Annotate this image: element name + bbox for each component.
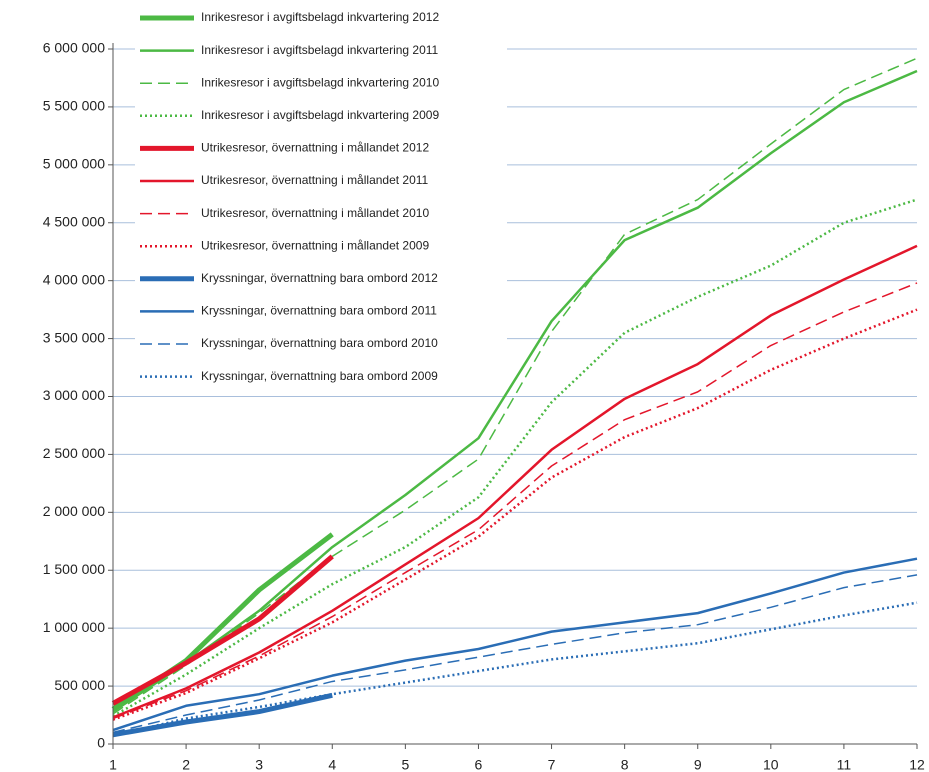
- series-line: [112, 198, 918, 718]
- x-tick-label: 10: [763, 757, 779, 772]
- series-line: [112, 57, 918, 715]
- legend-label: Kryssningar, övernattning bara ombord 20…: [201, 304, 437, 318]
- series-line: [112, 69, 918, 713]
- x-tick-label: 12: [909, 757, 925, 772]
- x-tick-label: 5: [401, 757, 409, 772]
- y-tick-label: 0: [97, 735, 105, 751]
- x-tick-label: 8: [621, 757, 629, 772]
- legend-label: Kryssningar, övernattning bara ombord 20…: [201, 336, 438, 350]
- y-tick-label: 5 500 000: [43, 98, 105, 114]
- y-tick-label: 1 000 000: [43, 619, 105, 635]
- series-line: [112, 692, 333, 738]
- x-tick-label: 3: [255, 757, 263, 772]
- series-line: [112, 601, 918, 738]
- y-tick-label: 3 500 000: [43, 329, 105, 345]
- legend-label: Inrikesresor i avgiftsbelagd inkvarterin…: [201, 75, 439, 89]
- legend-label: Inrikesresor i avgiftsbelagd inkvarterin…: [201, 43, 439, 57]
- axes: 0 500 000 1 000 000 1 500 000 2 000 000 2 500…: [43, 40, 925, 772]
- series-line: [112, 308, 918, 721]
- x-tick-label: 9: [694, 757, 702, 772]
- x-tick-label: 11: [837, 757, 852, 772]
- legend-label: Kryssningar, övernattning bara ombord 20…: [201, 369, 438, 383]
- y-tick-label: 4 000 000: [43, 271, 105, 287]
- legend-background: [135, 4, 507, 388]
- legend-label: Utrikesresor, övernattning i mållandet 2…: [201, 173, 429, 187]
- series-line: [112, 574, 918, 734]
- y-tick-label: 500 000: [54, 677, 105, 693]
- legend-label: Kryssningar, övernattning bara ombord 20…: [201, 271, 438, 285]
- y-tick-label: 3 000 000: [43, 387, 105, 403]
- y-tick-label: 2 500 000: [43, 445, 105, 461]
- y-tick-label: 5 000 000: [43, 156, 105, 172]
- series-line: [112, 557, 918, 732]
- legend-label: Utrikesresor, övernattning i mållandet 2…: [201, 238, 429, 252]
- legend: Inrikesresor i avgiftsbelagd inkvarterin…: [135, 4, 507, 388]
- y-tick-label: 2 000 000: [43, 503, 105, 519]
- y-tick-label: 1 500 000: [43, 561, 105, 577]
- legend-label: Utrikesresor, övernattning i mållandet 2…: [201, 206, 429, 220]
- series-line: [112, 244, 918, 719]
- legend-label: Inrikesresor i avgiftsbelagd inkvarterin…: [201, 108, 439, 122]
- x-tick-label: 6: [475, 757, 483, 772]
- legend-label: Utrikesresor, övernattning i mållandet 2…: [201, 141, 429, 155]
- lines: [111, 57, 918, 738]
- y-tick-label: 4 500 000: [43, 213, 105, 229]
- series-line: [111, 554, 334, 706]
- x-tick-label: 7: [548, 757, 556, 772]
- series-line: [112, 282, 918, 720]
- y-tick-label: 6 000 000: [43, 40, 105, 56]
- legend-label: Inrikesresor i avgiftsbelagd inkvarterin…: [201, 10, 439, 24]
- x-tick-label: 2: [182, 757, 190, 772]
- x-tick-label: 4: [328, 757, 336, 772]
- x-tick-label: 1: [109, 757, 117, 772]
